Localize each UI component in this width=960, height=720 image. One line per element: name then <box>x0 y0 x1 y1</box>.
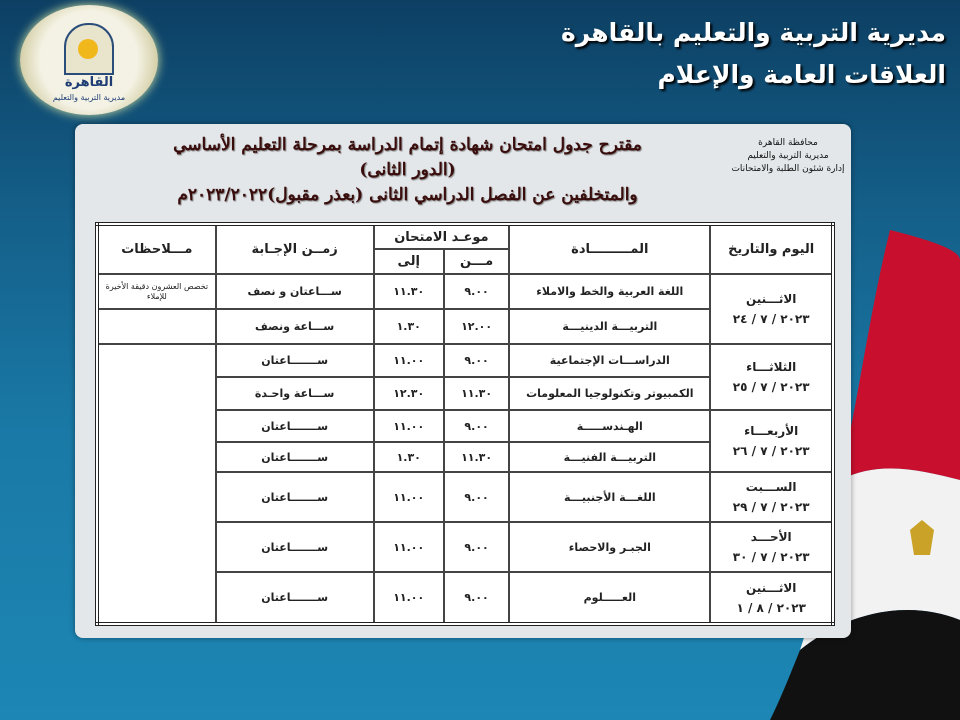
table-row: الاثـــنين ٢٠٢٣ / ٨ / ١ العـــــلوم ٩.٠٠ ١١.… <box>97 571 834 625</box>
to-cell: ١٢.٣٠ <box>372 376 445 411</box>
day-cell: الســـبت ٢٠٢٣ / ٧ / ٢٩ <box>709 471 834 523</box>
duration-cell: ســـــــاعتان <box>214 343 375 378</box>
subject-cell: اللغة العربية والخط والاملاء <box>508 273 712 310</box>
header-duration: زمــن الإجـابة <box>214 223 375 275</box>
duration-cell: ســـاعة واحـدة <box>214 376 375 411</box>
to-cell: ١١.٠٠ <box>372 571 445 625</box>
from-cell: ٩.٠٠ <box>442 409 511 443</box>
subject-cell: الجبـر والاحصاء <box>508 521 712 573</box>
title-line: والمتخلفين عن الفصل الدراسي الثانى (بعذر… <box>177 185 638 205</box>
notes-cell <box>96 308 217 345</box>
logo: القاهرة مديرية التربية والتعليم <box>20 5 158 115</box>
logo-sun-icon <box>78 39 98 59</box>
day-cell: الاثـــنين ٢٠٢٣ / ٨ / ١ <box>709 571 834 625</box>
table-row: الأحـــد ٢٠٢٣ / ٧ / ٣٠ الجبـر والاحصاء ٩.٠٠… <box>97 521 834 573</box>
subject-cell: الكمبيوتر وتكنولوجيا المعلومات <box>508 376 712 411</box>
from-cell: ٩.٠٠ <box>442 571 511 625</box>
table-row: الســـبت ٢٠٢٣ / ٧ / ٢٩ اللغـــة الأجنبيـــ… <box>97 471 834 523</box>
notes-cell: تخصص العشرون دقيقة الأخيرة للإملاء <box>96 273 217 310</box>
day-name: الســـبت <box>745 480 797 494</box>
header-from: مـــن <box>442 248 511 275</box>
day-cell: الأربعـــاء ٢٠٢٣ / ٧ / ٢٦ <box>709 409 834 473</box>
header-to: إلى <box>372 248 445 275</box>
duration-cell: ســـــــاعتان <box>214 409 375 443</box>
subject-cell: الهـندســـــة <box>508 409 712 443</box>
duration-cell: ســـــــاعتان <box>214 521 375 573</box>
duration-cell: ســـــــاعتان <box>214 471 375 523</box>
header-notes: مـــلاحظات <box>96 223 217 275</box>
duration-cell: ســـاعة ونصف <box>214 308 375 345</box>
header-day: اليوم والتاريخ <box>709 223 834 275</box>
logo-subtext: مديرية التربية والتعليم <box>52 93 126 102</box>
subject-cell: الدراســـات الإجتماعية <box>508 343 712 378</box>
header-subject: المـــــــــادة <box>508 223 712 275</box>
table-row: الثلاثـــاء ٢٠٢٣ / ٧ / ٢٥ الدراســـات الإج… <box>96 343 834 625</box>
day-name: الاثـــنين <box>745 580 797 595</box>
to-cell: ١١.٠٠ <box>372 409 445 443</box>
day-name: الأحـــد <box>750 530 792 544</box>
day-date: ٢٠٢٣ / ٧ / ٢٤ <box>732 312 810 326</box>
from-cell: ١٢.٠٠ <box>442 308 511 345</box>
from-cell: ١١.٣٠ <box>442 376 511 411</box>
title-line: (الدور الثانى) <box>359 160 456 180</box>
table-row: الاثـــنين ٢٠٢٣ / ٧ / ٢٤ اللغة العربية وال… <box>96 273 834 345</box>
duration-cell: ســـاعتان و نصف <box>214 273 375 310</box>
from-cell: ٩.٠٠ <box>442 471 511 523</box>
table-row: التربيـــة الدينيـــة ١٢.٠٠ ١.٣٠ ســـاعة ون… <box>96 308 833 345</box>
header-line2: العلاقات العامة والإعلام <box>657 60 946 89</box>
subject-cell: التربيـــة الدينيـــة <box>508 308 712 345</box>
day-cell: الاثـــنين ٢٠٢٣ / ٧ / ٢٤ <box>709 273 834 345</box>
header-line1: مديرية التربية والتعليم بالقاهرة <box>561 18 946 47</box>
day-name: الاثـــنين <box>745 292 797 306</box>
from-cell: ٩.٠٠ <box>442 273 511 310</box>
to-cell: ١١.٠٠ <box>372 521 445 573</box>
to-cell: ١١.٠٠ <box>372 471 445 523</box>
day-date: ٢٠٢٣ / ٧ / ٣٠ <box>732 550 810 564</box>
table-row: الكمبيوتر وتكنولوجيا المعلومات ١١.٣٠ ١٢.٣٠… <box>97 376 833 411</box>
org-line: إدارة شئون الطلبة والامتحانات <box>731 164 845 174</box>
from-cell: ٩.٠٠ <box>442 521 511 573</box>
subject-cell: اللغـــة الأجنبيـــة <box>508 471 712 523</box>
day-cell: الأحـــد ٢٠٢٣ / ٧ / ٣٠ <box>709 521 834 573</box>
header-time: موعـد الامتحان <box>372 223 511 250</box>
org-line: محافظة القاهرة <box>758 138 818 148</box>
document-title: مقترح جدول امتحان شهادة إتمام الدراسة بم… <box>95 133 720 208</box>
logo-text: القاهرة <box>64 75 114 90</box>
subject-cell: العـــــلوم <box>508 571 712 625</box>
notes-cell <box>96 343 217 625</box>
duration-cell: ســـــــاعتان <box>214 441 375 473</box>
org-block: محافظة القاهرة مديرية التربية والتعليم إ… <box>728 137 848 176</box>
day-cell: الثلاثـــاء ٢٠٢٣ / ٧ / ٢٥ <box>709 343 834 411</box>
to-cell: ١.٣٠ <box>372 308 445 345</box>
table-row: التربيـــة الفنيـــة ١١.٣٠ ١.٣٠ ســـــــاعت… <box>97 441 833 473</box>
subject-cell: التربيـــة الفنيـــة <box>508 441 712 473</box>
to-cell: ١.٣٠ <box>372 441 445 473</box>
title-line: مقترح جدول امتحان شهادة إتمام الدراسة بم… <box>173 135 642 155</box>
table-row: الأربعـــاء ٢٠٢٣ / ٧ / ٢٦ الهـندســـــة ٩.٠… <box>97 409 834 473</box>
from-cell: ٩.٠٠ <box>442 343 511 378</box>
from-cell: ١١.٣٠ <box>442 441 511 473</box>
to-cell: ١١.٠٠ <box>372 343 445 378</box>
to-cell: ١١.٣٠ <box>372 273 445 310</box>
day-name: الثلاثـــاء <box>746 360 797 374</box>
exam-schedule-table: اليوم والتاريخ المـــــــــادة موعـد الا… <box>95 222 835 626</box>
day-date: ٢٠٢٣ / ٧ / ٢٥ <box>732 380 810 394</box>
org-line: مديرية التربية والتعليم <box>747 151 829 161</box>
day-date: ٢٠٢٣ / ٨ / ١ <box>736 600 806 615</box>
day-name: الأربعـــاء <box>744 424 799 438</box>
day-date: ٢٠٢٣ / ٧ / ٢٩ <box>732 500 810 514</box>
duration-cell: ســـــــاعتان <box>214 571 375 625</box>
logo-building-icon <box>64 23 114 75</box>
day-date: ٢٠٢٣ / ٧ / ٢٦ <box>732 444 810 458</box>
